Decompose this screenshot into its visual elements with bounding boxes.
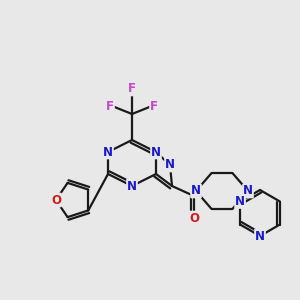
Text: N: N	[103, 146, 113, 158]
Text: N: N	[235, 195, 245, 208]
Text: F: F	[106, 100, 114, 112]
Text: F: F	[150, 100, 158, 112]
Text: O: O	[189, 212, 199, 224]
Text: O: O	[51, 194, 61, 206]
Text: N: N	[165, 158, 175, 172]
Text: F: F	[128, 82, 136, 95]
Text: N: N	[243, 184, 253, 197]
Text: N: N	[127, 179, 137, 193]
Text: N: N	[151, 146, 161, 158]
Text: N: N	[191, 184, 201, 197]
Text: N: N	[255, 230, 265, 242]
